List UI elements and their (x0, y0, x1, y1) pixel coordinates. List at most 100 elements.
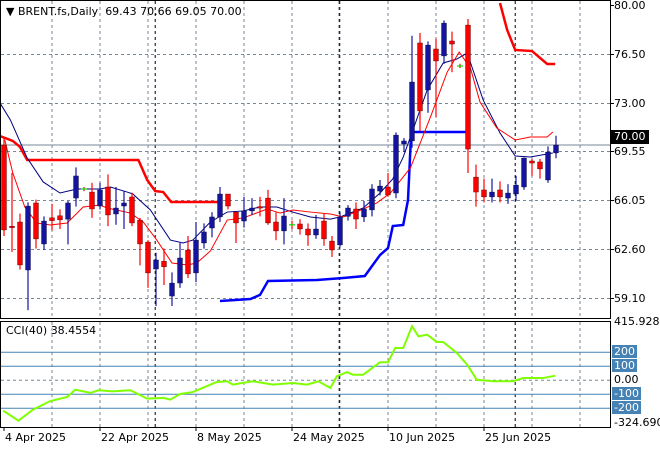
symbol-label: BRENT.fs,Daily (17, 5, 99, 18)
triangle-down-icon[interactable]: ▼ (6, 5, 15, 18)
candle-bull (249, 207, 255, 212)
candle-bear (473, 176, 479, 193)
candle-bull (441, 22, 447, 57)
candle-bear (273, 221, 279, 232)
candle-bull (193, 239, 199, 274)
cci-level-label: 200 (612, 345, 637, 359)
candle-bear (49, 217, 55, 221)
candle-bear (233, 211, 239, 224)
candle-bear (225, 193, 231, 207)
cci-value: 38.4554 (50, 324, 97, 337)
price-tick-label: 73.00 (614, 96, 646, 110)
price-tick-label: 59.10 (614, 291, 646, 305)
cci-level-label: -100 (612, 387, 641, 401)
candle-bull (41, 220, 47, 245)
current-price-label: 70.00 (611, 130, 649, 144)
candle-bear (137, 219, 143, 245)
candle-bear (161, 261, 167, 267)
candle-bear (537, 161, 543, 170)
time-tick-label: 4 Apr 2025 (5, 431, 67, 444)
candle-bear (185, 249, 191, 275)
cci-label: CCI(40) (6, 324, 48, 337)
candle-bull (113, 207, 119, 215)
candle-bull (97, 189, 103, 207)
candle-bull (337, 216, 343, 246)
candle-bull (25, 205, 31, 271)
candle-bull (169, 282, 175, 297)
candle-bull (201, 231, 207, 244)
candle-bull (377, 185, 383, 192)
cci-header: CCI(40) 38.4554 (6, 324, 96, 337)
time-tick-label: 24 May 2025 (293, 431, 365, 444)
candle-bull (553, 144, 559, 154)
candle-bear (353, 208, 359, 220)
time-tick-label: 25 Jun 2025 (485, 431, 552, 444)
candle-bear (57, 215, 63, 221)
candle-bull (65, 202, 71, 220)
cci-level-label: 0.00 (614, 373, 639, 387)
ohlc-values: 69.43 70.66 69.05 70.00 (105, 5, 242, 18)
candle-bear (1, 144, 7, 231)
candle-bear (481, 189, 487, 198)
candle-bear (305, 228, 311, 236)
price-tick-label: 62.60 (614, 242, 646, 256)
candle-bear (129, 196, 135, 224)
candle-bull (121, 202, 127, 207)
candle-bull (153, 259, 159, 270)
candle-bear (433, 48, 439, 62)
time-tick-label: 22 Apr 2025 (101, 431, 170, 444)
candle-bear (9, 226, 15, 228)
time-tick-label: 8 May 2025 (197, 431, 262, 444)
candle-bull (393, 134, 399, 194)
candle-bull (217, 193, 223, 218)
price-tick-label: 69.55 (614, 144, 646, 158)
cci-level-label: 100 (612, 359, 637, 373)
candle-bull (345, 207, 351, 217)
candle-bull (73, 175, 79, 199)
candle-bull (545, 151, 551, 181)
candle-bull (409, 81, 415, 142)
candle-bull (281, 215, 287, 232)
upper-band-line (1, 135, 220, 204)
candle-bear (465, 24, 471, 150)
candle-bull (521, 157, 527, 188)
cci-line (2, 324, 556, 422)
candle-bear (145, 241, 151, 274)
candle-bear (449, 40, 455, 45)
candle-bear (297, 223, 303, 230)
candle-bear (329, 240, 335, 251)
cci-max-label: 415.928 (614, 315, 660, 329)
candle-bear (17, 221, 23, 266)
candle-bear (89, 191, 95, 210)
time-tick-label: 10 Jun 2025 (389, 431, 456, 444)
candle-bull (369, 188, 375, 211)
candle-bull (401, 140, 407, 145)
price-tick-label: 66.05 (614, 193, 646, 207)
price-tick-label: 76.50 (614, 47, 646, 61)
upper-band-line (498, 2, 556, 66)
candle-bull (505, 192, 511, 199)
price-tick-label: 80.00 (614, 0, 646, 12)
candle-bull (361, 208, 367, 218)
cci-level-label: -200 (612, 401, 641, 415)
candle-bull (489, 191, 495, 198)
candle-bull (177, 257, 183, 284)
candle-bull (425, 44, 431, 91)
candle-bear (417, 42, 423, 112)
candle-bear (497, 189, 503, 198)
candle-bear (33, 202, 39, 240)
candle-bear (265, 197, 271, 224)
main-panel-frame (0, 0, 611, 319)
candle-bull (313, 228, 319, 236)
cci-min-label: -324.690 (614, 416, 660, 429)
candle-bear (321, 220, 327, 240)
indicator-panel-frame (0, 321, 611, 428)
chart-header: ▼ BRENT.fs,Daily 69.43 70.66 69.05 70.00 (6, 5, 242, 18)
candle-bull (513, 184, 519, 195)
candle-bull (209, 216, 215, 229)
candle-bear (529, 160, 535, 164)
candle-bull (241, 210, 247, 222)
candle-bear (257, 206, 263, 209)
lower-band-line (219, 130, 468, 303)
